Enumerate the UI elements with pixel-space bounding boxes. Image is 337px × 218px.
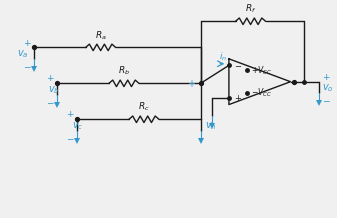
Text: $-$: $-$ [321, 95, 330, 104]
Text: $+$: $+$ [46, 73, 55, 83]
Text: $+$: $+$ [187, 78, 195, 89]
Text: $R_b$: $R_b$ [118, 65, 130, 77]
Text: $+$: $+$ [66, 109, 75, 119]
Text: $R_a$: $R_a$ [95, 29, 106, 41]
Text: $v_a$: $v_a$ [17, 48, 28, 60]
Text: $-$: $-$ [66, 133, 75, 142]
Text: $-$: $-$ [234, 61, 242, 69]
Text: $R_f$: $R_f$ [245, 3, 256, 15]
Text: $-$: $-$ [23, 61, 31, 70]
Text: $+$: $+$ [23, 37, 31, 48]
Text: $R_c$: $R_c$ [138, 101, 150, 113]
Text: $v_c$: $v_c$ [72, 120, 83, 132]
Text: $v_b$: $v_b$ [48, 84, 60, 96]
Text: $v_n$: $v_n$ [205, 120, 216, 132]
Text: $v_o$: $v_o$ [322, 82, 334, 94]
Text: $+$: $+$ [234, 93, 242, 103]
Text: $i_n$: $i_n$ [219, 51, 227, 63]
Text: $+$: $+$ [321, 72, 330, 82]
Text: $+V_{CC}$: $+V_{CC}$ [251, 64, 272, 77]
Text: $-$: $-$ [46, 97, 55, 106]
Text: $-V_{CC}$: $-V_{CC}$ [251, 87, 272, 99]
